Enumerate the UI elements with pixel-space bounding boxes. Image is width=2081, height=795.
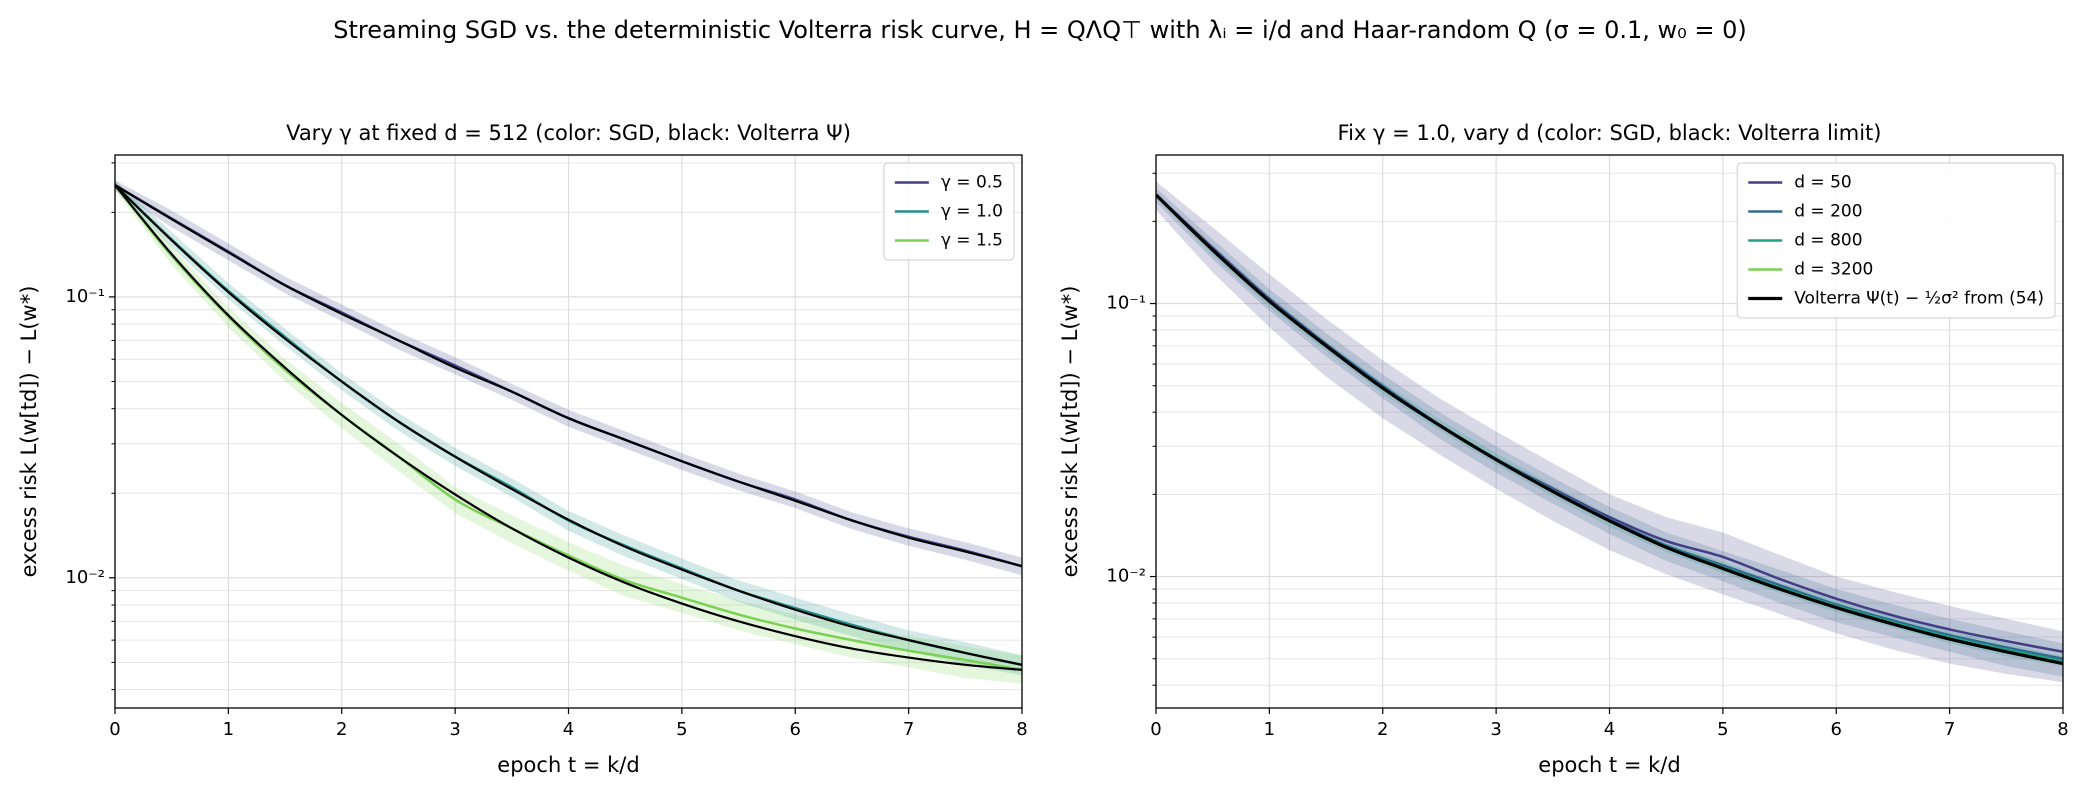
figure-title: Streaming SGD vs. the deterministic Volt… [333,16,1747,44]
legend-label: γ = 0.5 [941,173,1003,193]
reference-line [115,184,1022,666]
y-tick-label: 10⁻¹ [1106,293,1146,314]
x-tick-label: 3 [449,719,460,740]
panel: 0 1 2 3 4 5 6 7 8 10⁻² 10⁻¹ Fix γ = 1.0, vary d (co… [1058,121,2069,777]
legend-box [1736,162,2056,319]
reference-line [115,184,1022,672]
band [1156,181,2063,683]
x-axis-label: epoch t = k/d [497,753,639,777]
x-tick-label: 5 [676,719,687,740]
y-tick-label: 10⁻² [1106,566,1146,587]
legend: γ = 0.5 γ = 1.0 γ = 1.5 [883,162,1015,261]
x-tick-label: 8 [2057,719,2068,740]
x-tick-label: 7 [903,719,914,740]
plot-area [1156,181,2063,683]
legend: d = 50 d = 200 d = 800 d = 3200 Volterra Ψ(t… [1736,162,2056,319]
legend-label: γ = 1.0 [941,202,1003,222]
x-tick-label: 6 [1831,719,1842,740]
x-tick-label: 6 [790,719,801,740]
x-tick-label: 8 [1016,719,1027,740]
axes-title: Fix γ = 1.0, vary d (color: SGD, black: … [1338,121,1882,145]
legend-box [883,162,1015,261]
band [115,180,1022,576]
x-tick-label: 7 [1944,719,1955,740]
legend-label: d = 50 [1794,173,1851,193]
x-tick-label: 3 [1490,719,1501,740]
legend-label: d = 800 [1794,231,1862,251]
y-tick-label: 10⁻¹ [65,286,105,307]
x-axis-label: epoch t = k/d [1538,753,1680,777]
y-axis-label: excess risk L(w[td]) − L(w*) [1058,286,1082,578]
plot-area [115,180,1022,684]
x-tick-label: 4 [1604,719,1615,740]
x-tick-label: 1 [1264,719,1275,740]
x-tick-label: 5 [1717,719,1728,740]
x-tick-label: 2 [336,719,347,740]
x-tick-label: 0 [109,719,120,740]
x-tick-label: 2 [1377,719,1388,740]
axes-title: Vary γ at fixed d = 512 (color: SGD, bla… [286,121,851,145]
legend-label: γ = 1.5 [941,231,1003,251]
y-axis-label: excess risk L(w[td]) − L(w*) [17,286,41,578]
band [1156,187,2063,677]
legend-label: d = 200 [1794,202,1862,222]
legend-label: Volterra Ψ(t) − ½σ² from (54) [1794,289,2044,309]
y-tick-label: 10⁻² [65,567,105,588]
x-tick-label: 1 [223,719,234,740]
reference-line [115,184,1022,568]
x-tick-label: 0 [1150,719,1161,740]
series-line [1156,193,2063,666]
series-line [115,184,1022,672]
x-tick-label: 4 [563,719,574,740]
panel: 0 1 2 3 4 5 6 7 8 10⁻² 10⁻¹ Vary γ at fixed d = 512… [17,121,1028,777]
legend-label: d = 3200 [1794,260,1873,280]
